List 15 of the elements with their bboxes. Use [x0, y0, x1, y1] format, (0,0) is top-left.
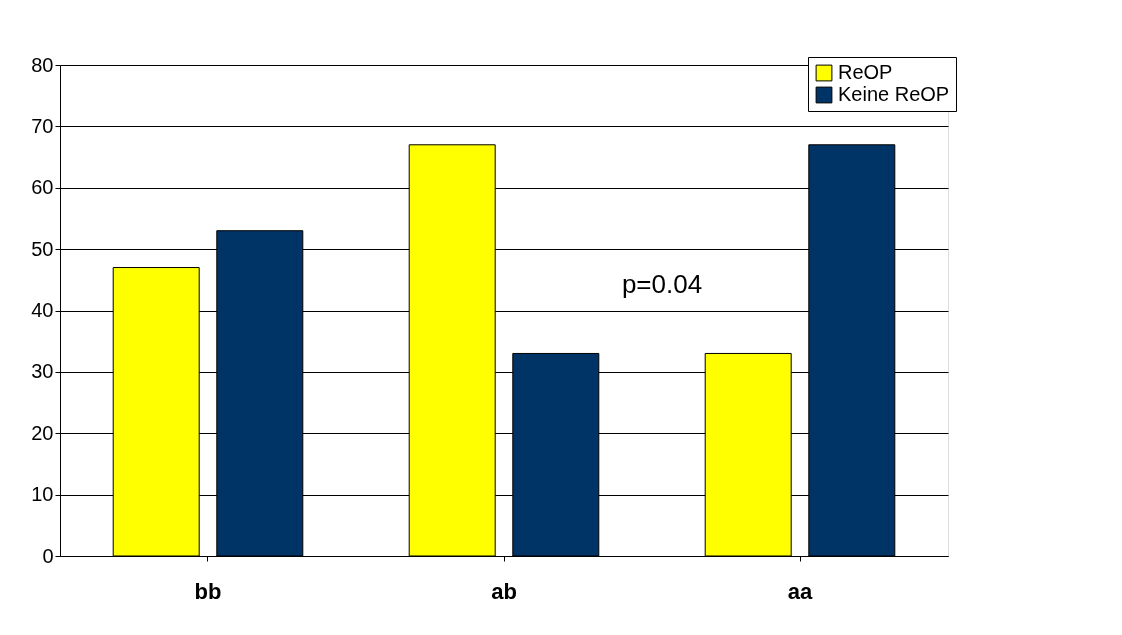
y-tick-label: 10: [31, 483, 54, 506]
y-tick-label: 20: [31, 421, 54, 444]
legend-label: Keine ReOP: [838, 83, 950, 105]
y-tick-label: 80: [31, 53, 54, 76]
y-tick-label: 60: [31, 176, 54, 199]
legend-label: ReOP: [838, 61, 893, 83]
y-tick-label: 0: [42, 544, 54, 567]
x-tick-label: bb: [194, 578, 222, 604]
y-tick-label: 70: [31, 114, 54, 137]
y-tick-label: 50: [31, 237, 54, 260]
y-tick-label: 40: [31, 299, 54, 321]
annotation: p=0.04: [621, 269, 703, 299]
x-tick-label: aa: [787, 578, 813, 604]
x-tick-label: ab: [491, 578, 517, 604]
y-tick-label: 30: [31, 360, 54, 383]
